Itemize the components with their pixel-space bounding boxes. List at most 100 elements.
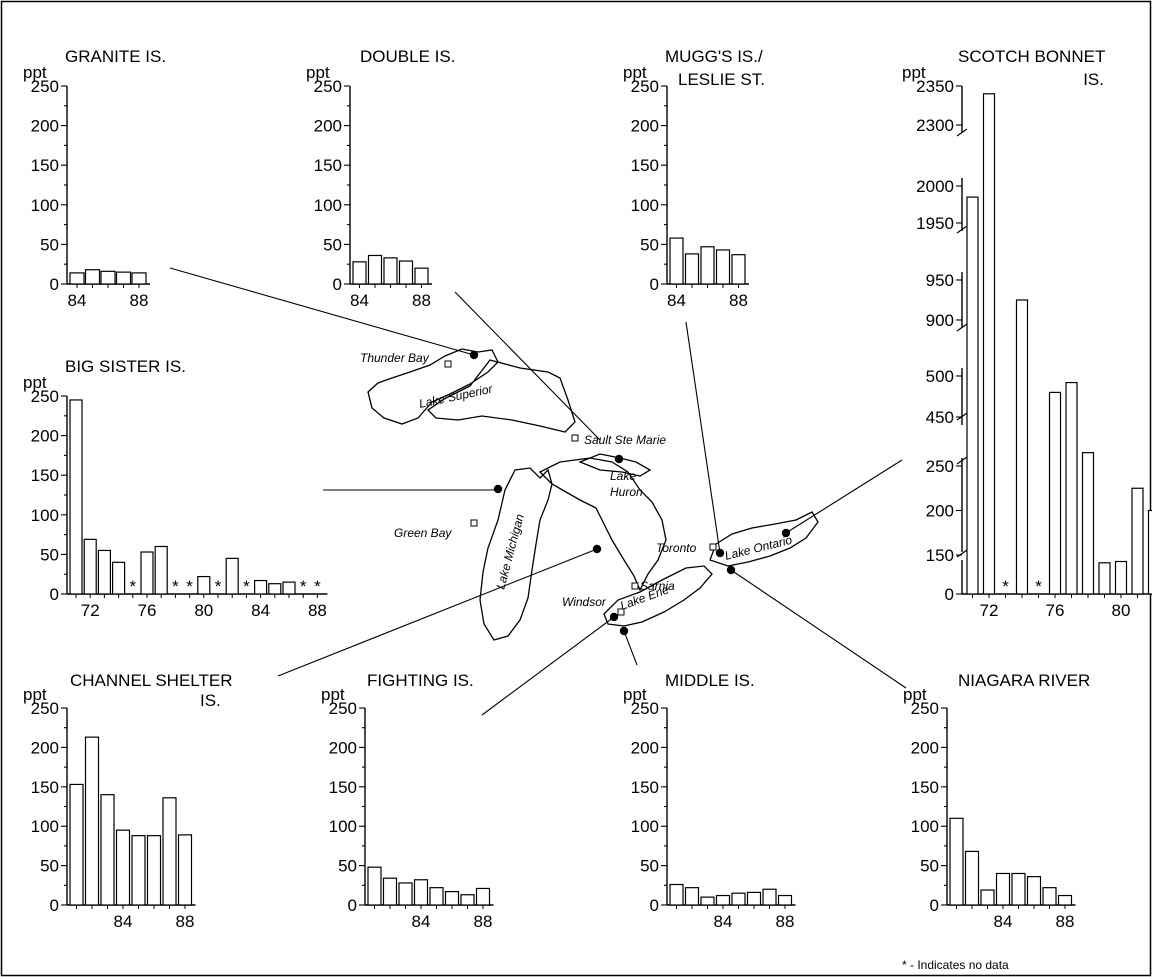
chart-title: MIDDLE IS. (665, 671, 755, 690)
y-tick-label: 950 (926, 271, 954, 290)
bar (398, 260, 414, 285)
y-tick-label: 150 (31, 778, 59, 797)
bar (1048, 391, 1062, 595)
bar (1011, 872, 1026, 906)
lake-huron-outline (538, 453, 667, 592)
y-tick-label: 1950 (916, 214, 954, 233)
x-tick-label: 88 (776, 912, 795, 931)
leader-line-double (454, 291, 601, 441)
bar (995, 872, 1011, 906)
city-marker (571, 434, 579, 442)
y-axis-unit: ppt (623, 685, 647, 704)
chart-title: NIAGARA RIVER (958, 671, 1090, 690)
bar (949, 817, 964, 906)
y-tick-label: 150 (911, 778, 939, 797)
bar (1147, 509, 1152, 595)
y-tick-label: 0 (348, 896, 357, 915)
y-tick-label: 150 (314, 156, 342, 175)
bar (715, 249, 731, 285)
leader-line-fighting (481, 616, 615, 716)
x-tick-label: 88 (1056, 912, 1075, 931)
bar (444, 891, 460, 906)
city-marker (444, 360, 452, 368)
y-axis-unit: ppt (23, 63, 47, 82)
bar (1015, 299, 1029, 595)
axis-break-mark (956, 549, 968, 558)
city-label: Toronto (656, 541, 697, 555)
city-label: Thunder Bay (360, 351, 430, 365)
chart-panel: 250 200 150 100 50 0 84 88 ppt DOUBLE IS. (306, 47, 455, 310)
bar (1042, 887, 1057, 906)
no-data-mark: * (129, 577, 136, 596)
bar (84, 269, 101, 285)
y-tick-label: 250 (631, 699, 659, 718)
city-marker (617, 608, 625, 616)
y-tick-label: 50 (40, 235, 59, 254)
x-tick-label: 88 (412, 291, 431, 310)
y-tick-label: 0 (945, 585, 954, 604)
y-tick-label: 150 (926, 546, 954, 565)
bar (111, 561, 126, 595)
bar (684, 253, 700, 285)
bar (367, 866, 382, 906)
lake-ontario-outline (709, 511, 819, 567)
city-marker (470, 519, 478, 527)
bar (1131, 487, 1144, 595)
bar (197, 575, 211, 595)
y-tick-label: 50 (40, 857, 59, 876)
y-tick-label: 200 (314, 117, 342, 136)
great-lakes-map (367, 348, 819, 641)
chart-panel: 250 200 150 100 50 0 84 88 ppt FIGHTING IS. (321, 671, 494, 931)
axis-break-mark (956, 456, 968, 465)
axis-break-mark (956, 128, 968, 137)
leader-line-granite (169, 267, 475, 356)
bar (225, 557, 239, 595)
y-axis-unit: ppt (306, 63, 330, 82)
bar (964, 850, 980, 906)
x-tick-label: 76 (138, 601, 157, 620)
bar (83, 538, 97, 595)
y-tick-label: 0 (650, 275, 659, 294)
y-tick-label: 150 (329, 778, 357, 797)
chart-title: FIGHTING IS. (367, 671, 474, 690)
x-tick-label: 84 (667, 291, 686, 310)
y-tick-label: 150 (631, 156, 659, 175)
city-label: Windsor (562, 595, 607, 609)
chart-panel: 250 200 150 100 50 0 84 88 ppt MUGG'S IS./ LESLIE … (623, 47, 765, 310)
x-tick-label: 88 (308, 601, 327, 620)
x-tick-label: 80 (194, 601, 213, 620)
y-tick-label: 50 (640, 857, 659, 876)
y-tick-label: 50 (40, 545, 59, 564)
y-tick-label: 250 (329, 699, 357, 718)
bar (177, 834, 193, 906)
x-tick-label: 84 (412, 912, 431, 931)
y-tick-label: 200 (31, 427, 59, 446)
y-tick-label: 50 (338, 857, 357, 876)
x-tick-label: 84 (994, 912, 1013, 931)
chart-title-line2: IS. (1083, 70, 1104, 89)
y-tick-label: 2350 (916, 77, 954, 96)
y-tick-label: 200 (31, 738, 59, 757)
chart-title: MUGG'S IS./ (665, 47, 763, 66)
bar (268, 583, 282, 595)
bar (1065, 381, 1078, 595)
bar (69, 399, 83, 595)
bar (367, 254, 383, 285)
y-tick-label: 250 (314, 77, 342, 96)
bar (84, 736, 100, 906)
y-tick-label: 150 (31, 156, 59, 175)
colony-site-marker (614, 454, 624, 464)
bar (97, 549, 112, 595)
y-tick-label: 0 (50, 275, 59, 294)
bar (700, 246, 715, 285)
bar (762, 888, 777, 906)
bar (746, 891, 762, 906)
bar (982, 93, 996, 595)
leader-line-niagara (730, 569, 907, 689)
y-axis-unit: ppt (902, 63, 926, 82)
y-axis-unit: ppt (623, 63, 647, 82)
bar (254, 579, 268, 595)
chart-title: BIG SISTER IS. (65, 357, 186, 376)
